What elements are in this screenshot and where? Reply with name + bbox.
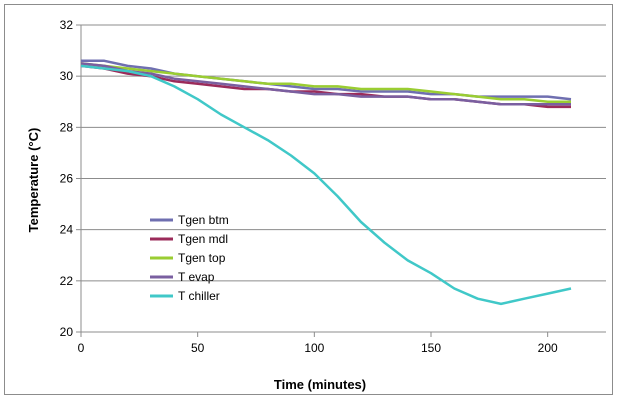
legend-label-0: Tgen btm bbox=[178, 213, 229, 227]
x-tick-label-2: 100 bbox=[304, 341, 324, 355]
axes bbox=[76, 24, 606, 337]
x-tick-label-3: 150 bbox=[421, 341, 441, 355]
series-line-tgen-top bbox=[80, 62, 571, 104]
x-tick-label-4: 200 bbox=[538, 341, 558, 355]
y-tick-label-4: 28 bbox=[60, 120, 74, 134]
legend: Tgen btm Tgen mdl Tgen top T evap T chiller bbox=[150, 213, 229, 303]
y-tick-label-1: 22 bbox=[60, 274, 74, 288]
x-tick-labels: 0 50 100 150 200 bbox=[78, 341, 558, 355]
x-tick-label-1: 50 bbox=[191, 341, 205, 355]
y-tick-label-3: 26 bbox=[60, 172, 74, 186]
y-axis-title: Temperature (°C) bbox=[26, 128, 41, 233]
y-tick-labels: 20 22 24 26 28 30 32 bbox=[60, 18, 74, 339]
legend-label-4: T chiller bbox=[178, 289, 220, 303]
x-tick-label-0: 0 bbox=[78, 341, 85, 355]
y-tick-label-6: 32 bbox=[60, 18, 74, 32]
y-tick-label-5: 30 bbox=[60, 69, 74, 83]
series-line-tgen-btm bbox=[81, 59, 572, 101]
y-tick-label-2: 24 bbox=[60, 223, 74, 237]
series-line-t-evap bbox=[80, 62, 571, 106]
gridlines bbox=[81, 24, 606, 282]
series-lines bbox=[80, 59, 572, 306]
legend-label-2: Tgen top bbox=[178, 251, 226, 265]
x-axis-title: Time (minutes) bbox=[274, 377, 366, 392]
legend-label-3: T evap bbox=[178, 270, 215, 284]
legend-label-1: Tgen mdl bbox=[178, 232, 228, 246]
series-line-t-chiller bbox=[80, 64, 572, 306]
y-tick-label-0: 20 bbox=[60, 325, 74, 339]
